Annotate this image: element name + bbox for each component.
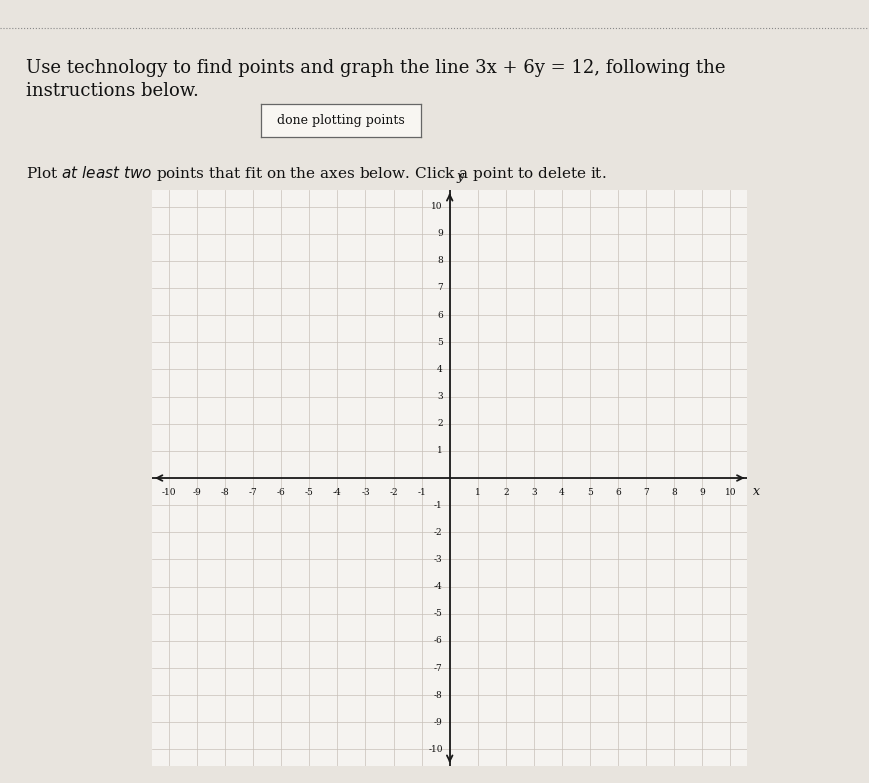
Text: -4: -4 (434, 582, 442, 591)
Text: 1: 1 (475, 488, 481, 496)
Text: 5: 5 (587, 488, 593, 496)
Text: -2: -2 (434, 528, 442, 537)
Text: 6: 6 (437, 311, 442, 319)
Text: 4: 4 (559, 488, 565, 496)
Text: -7: -7 (249, 488, 257, 496)
Text: -6: -6 (277, 488, 286, 496)
Text: -3: -3 (362, 488, 370, 496)
Text: 7: 7 (643, 488, 649, 496)
Text: y: y (456, 171, 463, 183)
Text: 4: 4 (437, 365, 442, 374)
Text: Plot $\mathit{at\ least\ two}$ points that fit on the axes below. Click a point : Plot $\mathit{at\ least\ two}$ points th… (26, 164, 607, 183)
Text: 2: 2 (503, 488, 508, 496)
Text: -9: -9 (193, 488, 202, 496)
Text: 9: 9 (437, 229, 442, 238)
Text: -3: -3 (434, 555, 442, 564)
Text: -10: -10 (162, 488, 176, 496)
Text: 10: 10 (431, 202, 442, 211)
Text: 1: 1 (437, 446, 442, 456)
Text: -10: -10 (428, 745, 442, 754)
Text: -8: -8 (434, 691, 442, 700)
Text: 5: 5 (437, 337, 442, 347)
Text: 2: 2 (437, 419, 442, 428)
Text: -7: -7 (434, 663, 442, 673)
Text: -5: -5 (434, 609, 442, 619)
Text: 3: 3 (531, 488, 537, 496)
Text: done plotting points: done plotting points (277, 114, 405, 127)
Text: -6: -6 (434, 637, 442, 645)
Text: 8: 8 (672, 488, 677, 496)
Text: -1: -1 (417, 488, 426, 496)
Text: 3: 3 (437, 392, 442, 401)
Text: -2: -2 (389, 488, 398, 496)
Text: 10: 10 (725, 488, 736, 496)
Text: instructions below.: instructions below. (26, 82, 199, 100)
Text: -1: -1 (434, 500, 442, 510)
Text: -4: -4 (333, 488, 342, 496)
Text: -8: -8 (221, 488, 229, 496)
Text: 9: 9 (700, 488, 706, 496)
Text: Use technology to find points and graph the line 3x + 6y = 12, following the: Use technology to find points and graph … (26, 59, 726, 77)
Text: x: x (753, 485, 760, 498)
Text: 8: 8 (437, 256, 442, 265)
Text: -5: -5 (305, 488, 314, 496)
Text: 6: 6 (615, 488, 621, 496)
Text: -9: -9 (434, 718, 442, 727)
Text: 7: 7 (437, 283, 442, 293)
